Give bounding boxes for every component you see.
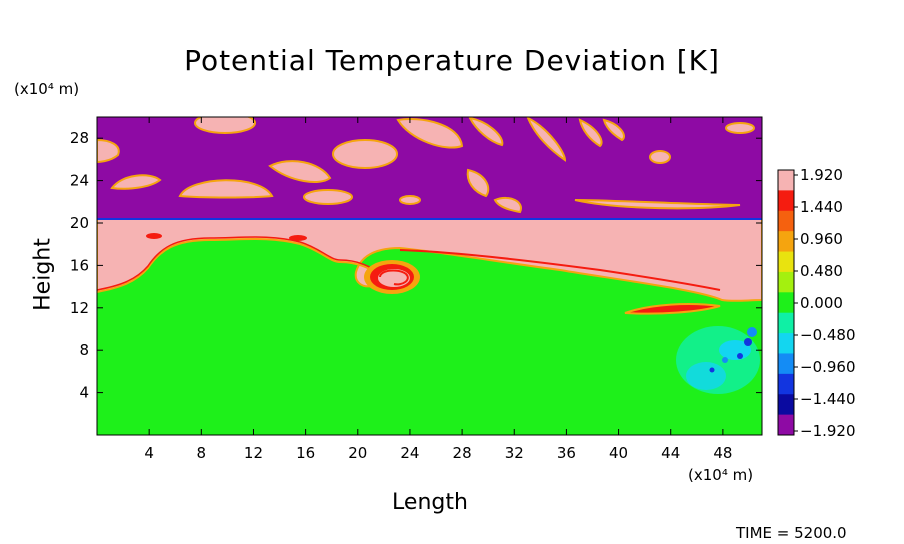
x-tick-label: 20 [348,444,367,462]
interface-tongue [399,249,721,291]
colorbar-tick-label: −1.440 [800,390,856,408]
colorbar-swatch [778,333,794,354]
vortex [364,260,420,294]
x-axis-unit: (x10⁴ m) [688,466,754,484]
chart-title: Potential Temperature Deviation [K] [184,44,720,77]
y-ticks: 4 8 12 16 20 24 28 [70,129,762,402]
colorbar-swatch [778,373,794,395]
colorbar-swatch [778,170,794,191]
colorbar-tick-label: −0.960 [800,358,856,376]
y-tick-label: 8 [79,341,89,359]
colorbar-swatch [778,251,794,273]
x-tick-label: 48 [713,444,732,462]
colorbar-tick-label: 1.920 [800,166,843,184]
colorbar-swatch [778,312,794,334]
colorbar-tick-label: 0.960 [800,230,843,248]
y-tick-label: 16 [70,256,89,274]
colorbar: 1.920 1.440 0.960 0.480 0.000 −0.480 −0.960 −1.… [777,166,856,440]
x-tick-label: 8 [197,444,207,462]
y-axis-unit: (x10⁴ m) [14,80,80,98]
upper-warm-blobs [97,117,755,214]
colorbar-swatch [778,292,794,314]
y-tick-label: 28 [70,129,89,147]
time-label: TIME = 5200.0 [736,524,847,542]
y-tick-label: 4 [79,384,89,402]
x-tick-label: 44 [661,444,680,462]
y-tick-label: 24 [70,172,89,190]
heatmap-field [97,117,762,435]
x-tick-label: 36 [557,444,576,462]
y-tick-label: 20 [70,214,89,232]
interface-nodules [146,233,307,241]
colorbar-swatch [778,271,794,293]
x-ticks: 4 8 12 16 20 24 28 32 36 40 44 48 [144,117,732,462]
y-tick-label: 12 [70,299,89,317]
colorbar-swatch [778,231,794,253]
plot-frame [96,116,763,436]
x-tick-label: 12 [244,444,263,462]
colorbar-swatch [778,353,794,375]
x-tick-label: 16 [296,444,315,462]
colorbar-swatch [778,210,794,232]
x-axis-label: Length [392,490,468,515]
colorbar-tick-label: 0.000 [800,294,843,312]
x-tick-label: 32 [505,444,524,462]
colorbar-tick-label: −1.920 [800,422,856,440]
colorbar-tick-label: −0.480 [800,326,856,344]
colorbar-tick-label: 0.480 [800,262,843,280]
x-tick-label: 24 [400,444,419,462]
boundary-red-edge [97,236,383,291]
x-tick-label: 28 [453,444,472,462]
right-warm-filament [624,303,721,315]
colorbar-swatch [778,394,794,416]
turbulent-region [676,326,760,394]
x-tick-label: 40 [609,444,628,462]
colorbar-swatch [778,190,794,212]
colorbar-swatch [778,414,794,436]
colorbar-tick-label: 1.440 [800,198,843,216]
x-tick-label: 4 [144,444,154,462]
